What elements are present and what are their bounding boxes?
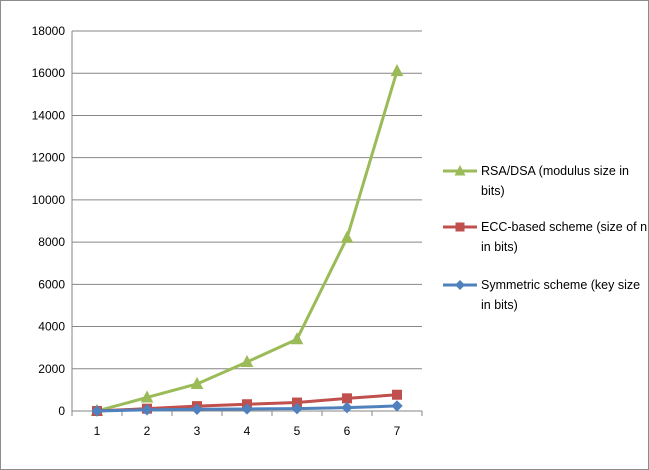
legend-label-triangle: RSA/DSA (modulus size in bits) <box>481 164 629 198</box>
y-tick-label-16000: 16000 <box>32 66 66 80</box>
legend-marker-diamond <box>443 280 477 290</box>
x-tick-label-7: 7 <box>394 424 401 438</box>
triangle-series-point-2 <box>140 390 154 403</box>
triangle-series-point-6 <box>340 230 354 243</box>
diamond-series-point-3 <box>191 403 203 416</box>
diamond-series-point-2 <box>141 404 153 416</box>
triangle-series-point-4 <box>240 354 254 368</box>
x-tick-label-1: 1 <box>94 424 101 438</box>
y-tick-label-10000: 10000 <box>32 193 66 207</box>
y-tick-label-6000: 6000 <box>38 277 65 291</box>
legend-marker-square <box>443 222 477 232</box>
square-series-point-6 <box>342 393 352 404</box>
triangle-series-point-5 <box>290 332 304 345</box>
diamond-series-point-6 <box>341 401 353 414</box>
y-tick-label-18000: 18000 <box>32 24 66 38</box>
square-series-point-7 <box>392 389 402 400</box>
y-tick-label-8000: 8000 <box>38 235 65 249</box>
chart-legend: RSA/DSA (modulus size in bits) ECC-based … <box>441 161 649 331</box>
y-tick-label-12000: 12000 <box>32 151 66 165</box>
y-tick-label-14000: 14000 <box>32 108 66 122</box>
diamond-series-point-5 <box>291 402 303 415</box>
diamond-series-point-1 <box>91 405 103 417</box>
x-tick-label-6: 6 <box>344 424 351 438</box>
triangle-series-point-3 <box>190 376 204 389</box>
x-tick-label-3: 3 <box>194 424 201 438</box>
diamond-series-point-7 <box>391 400 403 412</box>
legend-marker-triangle <box>443 165 477 176</box>
legend-label-square: ECC-based scheme (size of n in bits) <box>481 220 648 254</box>
y-tick-label-2000: 2000 <box>38 362 65 376</box>
diamond-series-point-4 <box>241 403 253 415</box>
x-tick-label-2: 2 <box>144 424 151 438</box>
y-tick-label-4000: 4000 <box>38 320 65 334</box>
triangle-series-point-7 <box>390 64 404 77</box>
x-tick-label-4: 4 <box>244 424 251 438</box>
y-tick-label-0: 0 <box>58 404 65 418</box>
legend-label-diamond: Symmetric scheme (key size in bits) <box>481 278 641 312</box>
x-tick-label-5: 5 <box>294 424 301 438</box>
